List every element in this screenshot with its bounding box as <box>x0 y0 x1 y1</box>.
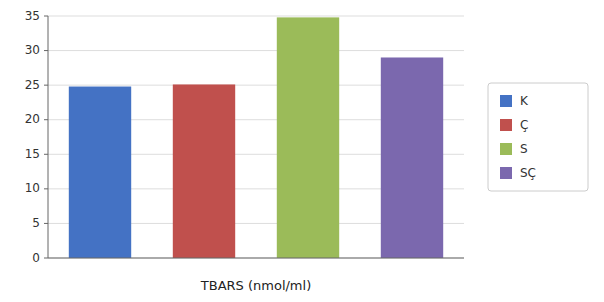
y-axis: 0 5 10 15 20 25 30 35 <box>25 9 464 265</box>
legend-swatch <box>500 167 512 179</box>
tick-label: 0 <box>32 251 40 265</box>
legend-swatch <box>500 143 512 155</box>
bar <box>173 84 235 258</box>
tick-label: 30 <box>25 43 40 57</box>
tick-mark <box>44 188 48 189</box>
legend-swatch <box>500 95 512 107</box>
tick-label: 25 <box>25 78 40 92</box>
x-axis-label: TBARS (nmol/ml) <box>200 278 311 293</box>
tick-mark <box>44 119 48 120</box>
tick-label: 20 <box>25 112 40 126</box>
tick-label: 5 <box>32 216 40 230</box>
legend-label: SÇ <box>520 166 536 180</box>
y-axis-line <box>48 16 49 258</box>
tick-label: 35 <box>25 9 40 23</box>
grid-line <box>48 16 464 17</box>
chart-container: 0 5 10 15 20 25 30 35 TBARS (nmol/ml) KÇS SÇ <box>0 0 604 302</box>
tick-label: 10 <box>25 181 40 195</box>
tick-mark <box>44 50 48 51</box>
legend-swatch <box>500 119 512 131</box>
bar <box>381 57 443 258</box>
tick-mark <box>44 85 48 86</box>
tick-label: 15 <box>25 147 40 161</box>
legend-label: S <box>520 142 528 156</box>
tick-mark <box>44 258 48 259</box>
chart: 0 5 10 15 20 25 30 35 TBARS (nmol/ml) KÇS SÇ <box>0 0 604 302</box>
grid-line <box>48 258 464 259</box>
tick-mark <box>44 16 48 17</box>
bar <box>277 17 339 258</box>
x-axis-line <box>48 258 464 259</box>
tick-mark <box>44 154 48 155</box>
legend-label: Ç <box>520 118 528 132</box>
grid-line <box>48 50 464 51</box>
legend: KÇS SÇ <box>488 83 588 191</box>
tick-mark <box>44 223 48 224</box>
bar <box>69 87 131 258</box>
legend-label: K <box>520 94 529 108</box>
bars <box>69 17 443 258</box>
legend-frame <box>488 83 588 191</box>
